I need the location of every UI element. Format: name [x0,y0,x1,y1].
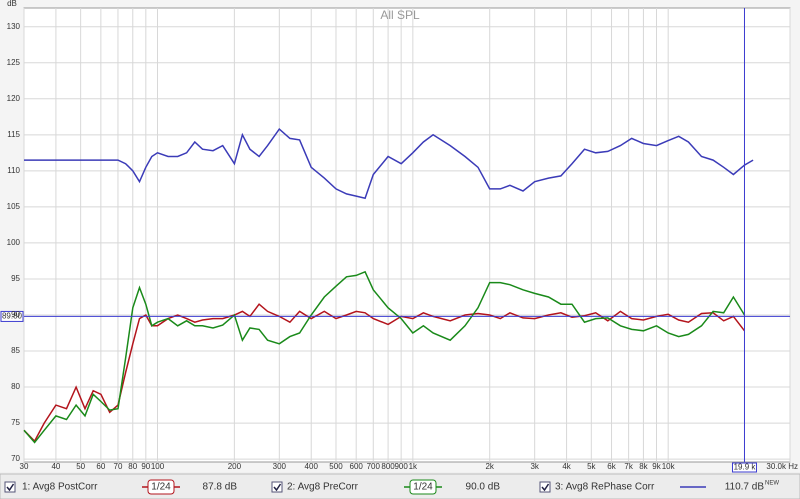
legend-badge: NEW [765,481,779,487]
legend-checkbox[interactable] [539,481,551,493]
x-tick-label: 60 [96,462,105,471]
x-tick-label: 600 [350,462,364,471]
y-tick-label: 75 [11,418,20,427]
x-tick-label: 30 [20,462,29,471]
x-tick-label: 4k [562,462,571,471]
x-tick-label: 30.0k Hz [766,462,798,471]
x-tick-label: 900 [394,462,408,471]
grid [23,8,791,462]
x-tick-label: 40 [51,462,60,471]
x-tick-label: 100 [151,462,165,471]
x-tick-label: 90 [141,462,150,471]
x-tick-label: 5k [587,462,596,471]
x-tick-label: 800 [381,462,395,471]
x-tick-label: 7k [624,462,633,471]
y-tick-label: 80 [11,382,20,391]
y-tick-label: 130 [7,22,21,31]
x-tick-label: 8k [639,462,648,471]
y-tick-label: 70 [11,454,20,463]
smoothing-box[interactable] [147,479,175,495]
x-tick-label: 200 [228,462,242,471]
x-tick-label: 3k [530,462,539,471]
x-tick-label: 70 [114,462,123,471]
legend-name[interactable]: 2: Avg8 PreCorr [287,482,359,493]
legend: 1: Avg8 PostCorr 1/24 87.8 dB 2: Avg8 PreCo… [4,479,779,495]
cursor: 89.80 19.9 k [0,8,790,473]
series-line [24,127,754,200]
x-tick-label: 2k [485,462,494,471]
checkmark [6,483,15,492]
x-tick-label: 10k [662,462,676,471]
x-tick-label: 500 [329,462,343,471]
y-axis-label: dB [7,0,17,8]
cursor-y-label: 89.80 [2,312,23,321]
smoothing-label: 1/24 [151,482,171,493]
x-tick-label: 700 [367,462,381,471]
y-tick-label: 125 [7,58,21,67]
legend-readout: 87.8 dB [203,482,238,493]
legend-name[interactable]: 3: Avg8 RePhase Corr [555,482,655,493]
smoothing-box[interactable] [409,479,437,495]
legend-readout: 90.0 dB [466,482,501,493]
x-tick-label: 9k [652,462,661,471]
checkmark [273,483,282,492]
y-tick-label: 110 [7,166,20,175]
cursor-x-box [731,462,757,473]
chart-title: All SPL [380,8,420,22]
y-tick-label: 90 [11,310,20,319]
y-tick-label: 115 [7,130,20,139]
plot-area [23,7,791,463]
legend-readout: 110.7 dB [725,482,765,493]
y-tick-label: 95 [11,274,20,283]
smoothing-label: 1/24 [413,482,433,493]
cursor-y-box [0,310,24,322]
y-tick-label: 120 [7,94,21,103]
x-tick-label: 400 [305,462,319,471]
series-line [23,270,746,444]
y-tick-label: 100 [7,238,21,247]
x-tick-label: 300 [273,462,287,471]
legend-bar [0,473,800,499]
cursor-x-label: 19.9 k [734,463,757,472]
y-tick-label: 85 [11,346,20,355]
x-tick-label: 1k [409,462,418,471]
x-tick-label: 50 [76,462,85,471]
legend-checkbox[interactable] [4,481,16,493]
legend-name[interactable]: 1: Avg8 PostCorr [22,482,98,493]
x-tick-label: 6k [607,462,616,471]
y-tick-label: 105 [7,202,21,211]
legend-checkbox[interactable] [271,481,283,493]
checkmark [541,483,550,492]
x-tick-label: 80 [128,462,137,471]
